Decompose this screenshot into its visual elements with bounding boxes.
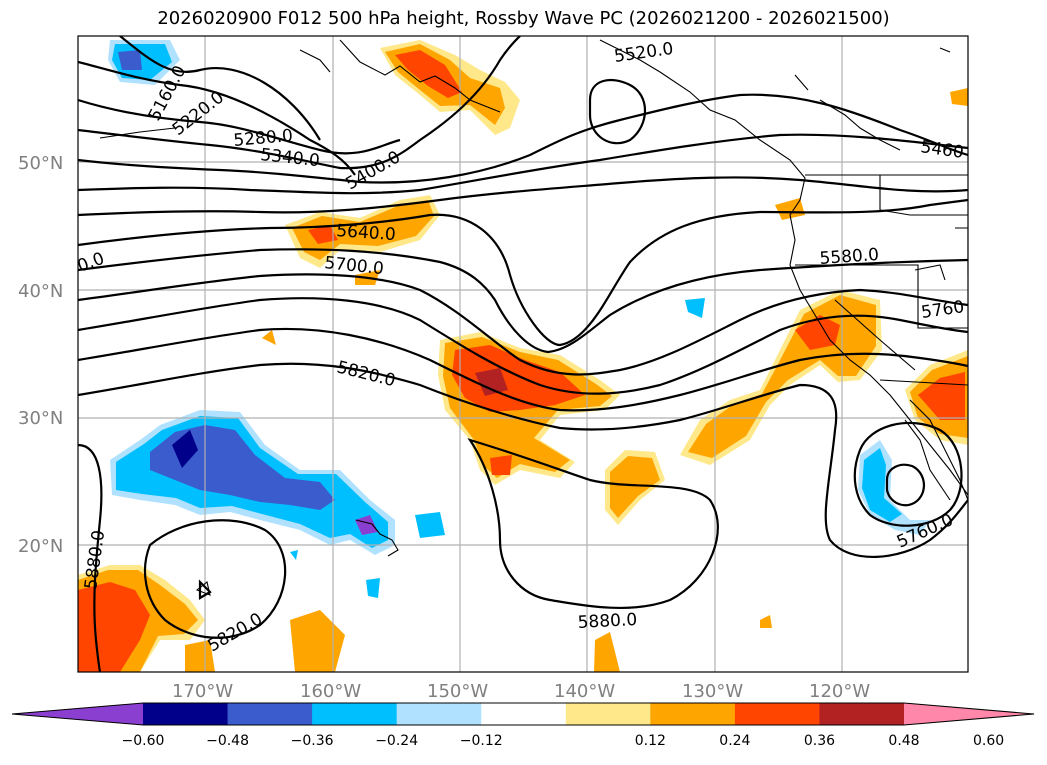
positive-anomaly-fill (78, 40, 968, 672)
lon-label: 150°W (427, 681, 488, 702)
colorbar-segment (227, 703, 313, 725)
contour-label: 5580.0 (819, 245, 880, 269)
colorbar-tick-label: −0.36 (291, 733, 334, 749)
colorbar-tick-label: 0.36 (804, 733, 835, 749)
colorbar-tick-label: 0.60 (973, 733, 1004, 749)
colorbar-segment (565, 703, 651, 725)
lon-label: 160°W (300, 681, 361, 702)
latitude-labels: 50°N 40°N 30°N 20°N (18, 153, 63, 557)
contour-label: 5640.0 (336, 221, 397, 245)
colorbar-tick-label: −0.24 (375, 733, 418, 749)
colorbar-tick-label: −0.12 (460, 733, 503, 749)
colorbar-tick-label: −0.60 (122, 733, 165, 749)
colorbar-outline (11, 702, 1035, 726)
longitude-labels: 170°W 160°W 150°W 140°W 130°W 120°W (172, 681, 870, 702)
lon-label: 130°W (682, 681, 743, 702)
figure-title: 2026020900 F012 500 hPa height, Rossby W… (157, 8, 890, 29)
colorbar-segment (734, 703, 820, 725)
colorbar-segment (143, 703, 229, 725)
colorbar: −0.60 −0.48 −0.36 −0.24 −0.12 0.12 0.24 0.36 0.4… (11, 702, 1035, 749)
colorbar-segment (312, 703, 398, 725)
lat-label: 30°N (18, 408, 63, 429)
colorbar-segment (481, 703, 567, 725)
colorbar-segment (819, 703, 905, 725)
lat-label: 20°N (18, 536, 63, 557)
colorbar-tick-label: 0.24 (719, 733, 750, 749)
lat-label: 40°N (18, 281, 63, 302)
colorbar-extend-high (904, 703, 1034, 725)
colorbar-tick-label: −0.48 (206, 733, 249, 749)
colorbar-segment (396, 703, 482, 725)
contour-label: 5880.0 (577, 610, 637, 633)
plot-frame (77, 35, 969, 673)
colorbar-segment (650, 703, 736, 725)
colorbar-tick-label: 0.12 (635, 733, 666, 749)
height-contours (78, 36, 968, 672)
lat-label: 50°N (18, 153, 63, 174)
map-plot-area (78, 36, 968, 672)
colorbar-tick-label: 0.48 (888, 733, 919, 749)
colorbar-extend-low (12, 703, 143, 725)
lon-label: 140°W (554, 681, 615, 702)
lon-label: 170°W (172, 681, 233, 702)
lon-label: 120°W (809, 681, 870, 702)
